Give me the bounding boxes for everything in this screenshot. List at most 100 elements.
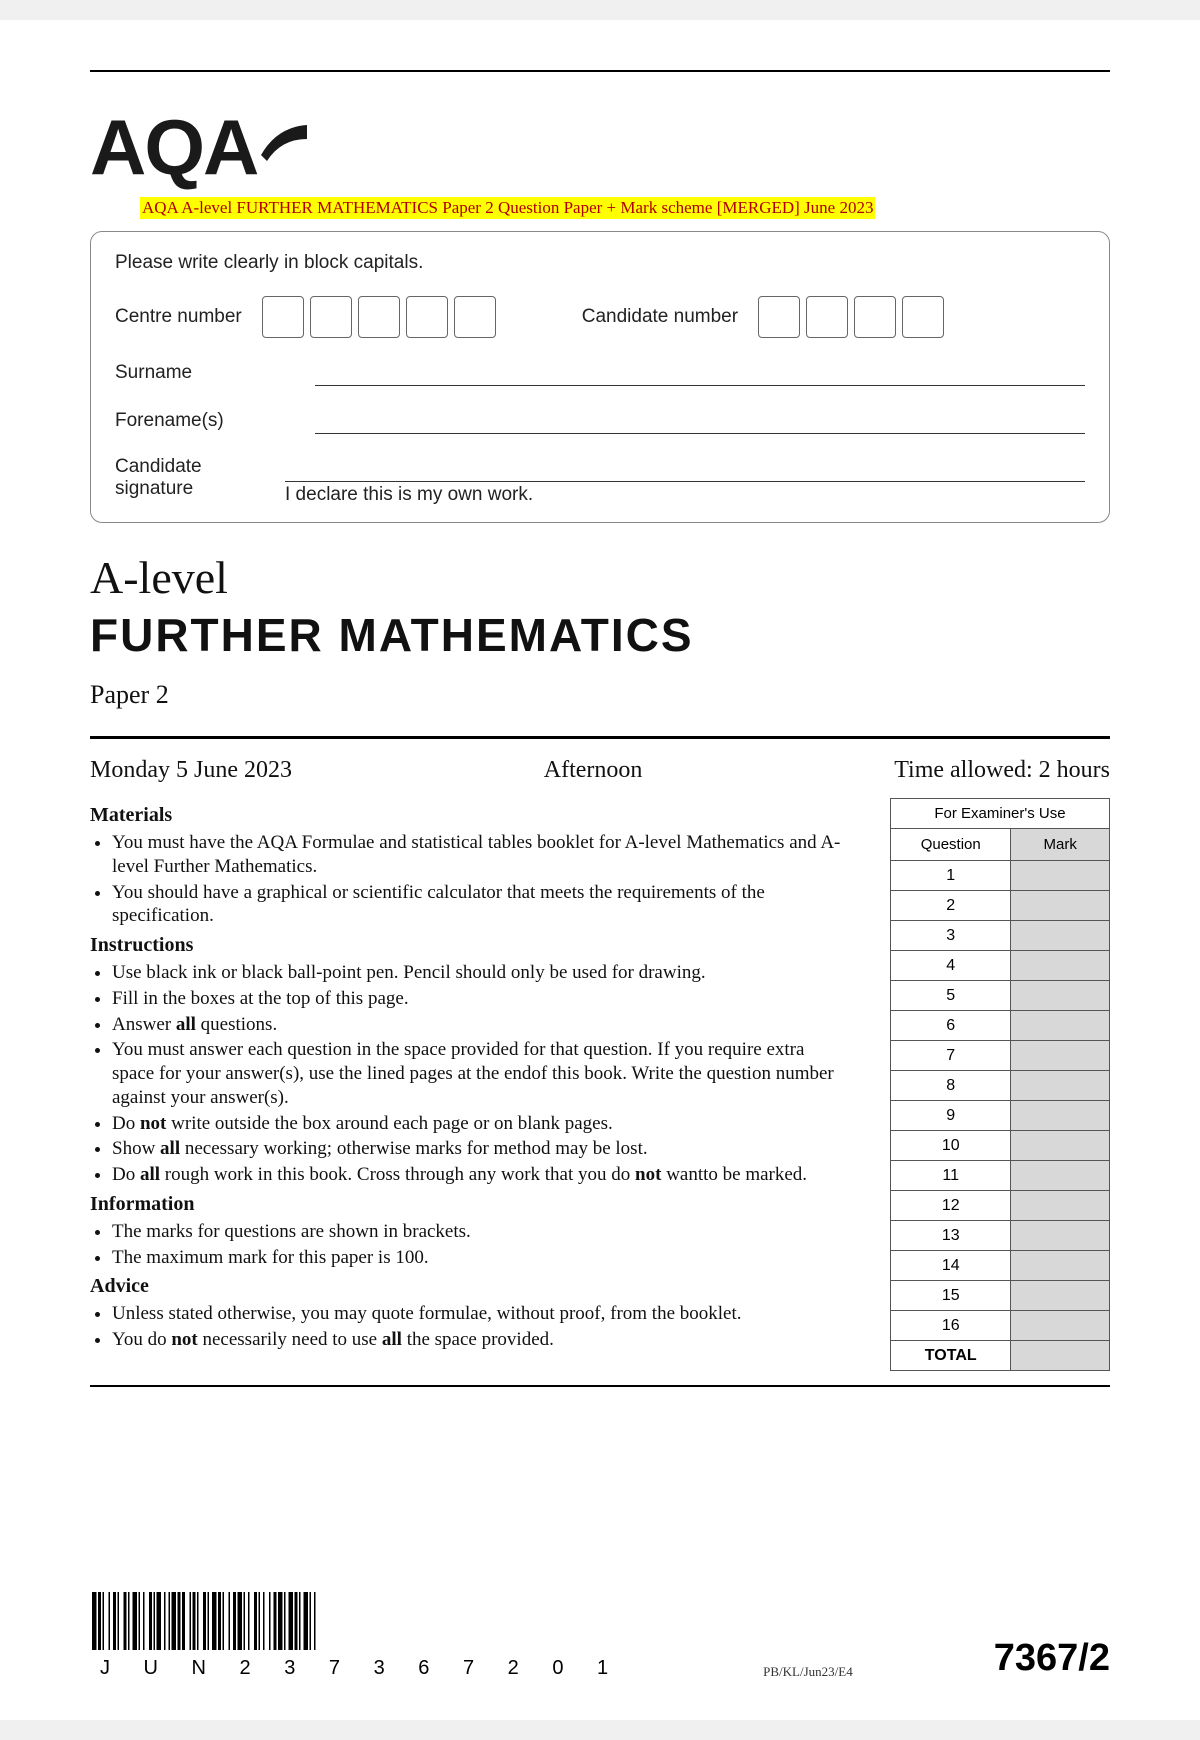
right-column: For Examiner's Use Question Mark 1234567…: [890, 798, 1110, 1371]
signature-row: Candidate signature I declare this is my…: [115, 456, 1085, 506]
signature-label: Candidate signature: [115, 456, 285, 500]
forenames-row: Forename(s): [115, 408, 1085, 434]
list-item: You must have the AQA Formulae and stati…: [112, 831, 850, 879]
col-question-header: Question: [891, 829, 1011, 861]
question-number-cell: 9: [891, 1101, 1011, 1131]
centre-candidate-row: Centre number Candidate number: [115, 296, 1085, 338]
total-label: TOTAL: [891, 1341, 1011, 1371]
mark-cell[interactable]: [1011, 921, 1110, 951]
block-capitals-instruction: Please write clearly in block capitals.: [115, 252, 1085, 274]
mark-cell[interactable]: [1011, 981, 1110, 1011]
mark-cell[interactable]: [1011, 1101, 1110, 1131]
advice-list: Unless stated otherwise, you may quote f…: [90, 1302, 850, 1352]
footer: J U N 2 3 7 3 6 7 2 0 1 PB/KL/Jun23/E4 7…: [90, 1592, 1110, 1680]
title-level: A-level: [90, 551, 1110, 604]
surname-label: Surname: [115, 362, 285, 384]
exam-session: Afternoon: [544, 757, 643, 784]
footer-small-code: PB/KL/Jun23/E4: [763, 1664, 853, 1680]
information-heading: Information: [90, 1193, 850, 1216]
instructions-list: Use black ink or black ball-point pen. P…: [90, 961, 850, 1187]
question-number-cell: 1: [891, 861, 1011, 891]
mark-cell[interactable]: [1011, 951, 1110, 981]
question-number-cell: 6: [891, 1011, 1011, 1041]
mark-cell[interactable]: [1011, 1041, 1110, 1071]
exam-page: AQA AQA A-level FURTHER MATHEMATICS Pape…: [0, 20, 1200, 1720]
question-number-cell: 8: [891, 1071, 1011, 1101]
centre-digit-box[interactable]: [310, 296, 352, 338]
bottom-rule: [90, 1385, 1110, 1387]
centre-number-boxes: [262, 296, 502, 338]
question-number-cell: 15: [891, 1281, 1011, 1311]
surname-field[interactable]: [315, 360, 1085, 386]
list-item: Do all rough work in this book. Cross th…: [112, 1163, 850, 1187]
centre-digit-box[interactable]: [262, 296, 304, 338]
question-number-cell: 13: [891, 1221, 1011, 1251]
advice-heading: Advice: [90, 1275, 850, 1298]
col-mark-header: Mark: [1011, 829, 1110, 861]
list-item: The marks for questions are shown in bra…: [112, 1220, 850, 1244]
mark-cell[interactable]: [1011, 891, 1110, 921]
centre-digit-box[interactable]: [358, 296, 400, 338]
mark-cell[interactable]: [1011, 1191, 1110, 1221]
highlight-banner: AQA A-level FURTHER MATHEMATICS Paper 2 …: [90, 197, 1110, 231]
list-item: The maximum mark for this paper is 100.: [112, 1246, 850, 1270]
declaration-text: I declare this is my own work.: [285, 484, 1085, 506]
candidate-digit-box[interactable]: [902, 296, 944, 338]
materials-heading: Materials: [90, 804, 850, 827]
question-number-cell: 12: [891, 1191, 1011, 1221]
paper-code: 7367/2: [994, 1637, 1110, 1680]
question-number-cell: 10: [891, 1131, 1011, 1161]
barcode-icon: [90, 1592, 410, 1650]
centre-digit-box[interactable]: [406, 296, 448, 338]
centre-number-label: Centre number: [115, 306, 242, 328]
barcode-text: J U N 2 3 7 3 6 7 2 0 1: [90, 1657, 622, 1680]
mark-cell[interactable]: [1011, 1161, 1110, 1191]
total-mark-cell[interactable]: [1011, 1341, 1110, 1371]
candidate-digit-box[interactable]: [854, 296, 896, 338]
signature-field[interactable]: [285, 456, 1085, 482]
list-item: Answer all questions.: [112, 1013, 850, 1037]
question-number-cell: 11: [891, 1161, 1011, 1191]
thick-rule: [90, 736, 1110, 739]
list-item: Fill in the boxes at the top of this pag…: [112, 987, 850, 1011]
candidate-digit-box[interactable]: [758, 296, 800, 338]
centre-digit-box[interactable]: [454, 296, 496, 338]
question-number-cell: 4: [891, 951, 1011, 981]
mark-cell[interactable]: [1011, 1311, 1110, 1341]
forenames-field[interactable]: [315, 408, 1085, 434]
forenames-label: Forename(s): [115, 410, 285, 432]
question-number-cell: 16: [891, 1311, 1011, 1341]
title-paper: Paper 2: [90, 680, 1110, 710]
mark-cell[interactable]: [1011, 1281, 1110, 1311]
logo-row: AQA: [90, 102, 1110, 193]
list-item: You do not necessarily need to use all t…: [112, 1328, 850, 1352]
date-row: Monday 5 June 2023 Afternoon Time allowe…: [90, 757, 1110, 784]
highlight-text: AQA A-level FURTHER MATHEMATICS Paper 2 …: [140, 197, 875, 219]
information-list: The marks for questions are shown in bra…: [90, 1220, 850, 1270]
surname-row: Surname: [115, 360, 1085, 386]
mark-cell[interactable]: [1011, 1251, 1110, 1281]
mark-cell[interactable]: [1011, 861, 1110, 891]
instructions-heading: Instructions: [90, 934, 850, 957]
list-item: Use black ink or black ball-point pen. P…: [112, 961, 850, 985]
question-number-cell: 5: [891, 981, 1011, 1011]
candidate-details-box: Please write clearly in block capitals. …: [90, 231, 1110, 523]
candidate-digit-box[interactable]: [806, 296, 848, 338]
top-rule: [90, 70, 1110, 72]
list-item: Do not write outside the box around each…: [112, 1112, 850, 1136]
barcode-block: J U N 2 3 7 3 6 7 2 0 1: [90, 1592, 622, 1680]
examiner-use-table: For Examiner's Use Question Mark 1234567…: [890, 798, 1110, 1371]
list-item: You must answer each question in the spa…: [112, 1038, 850, 1109]
mark-cell[interactable]: [1011, 1131, 1110, 1161]
materials-list: You must have the AQA Formulae and stati…: [90, 831, 850, 928]
question-number-cell: 3: [891, 921, 1011, 951]
logo-text: AQA: [90, 102, 257, 193]
left-column: Materials You must have the AQA Formulae…: [90, 798, 850, 1371]
mark-cell[interactable]: [1011, 1011, 1110, 1041]
exam-time: Time allowed: 2 hours: [894, 757, 1110, 784]
examiner-caption: For Examiner's Use: [891, 799, 1110, 829]
mark-cell[interactable]: [1011, 1221, 1110, 1251]
exam-date: Monday 5 June 2023: [90, 757, 292, 784]
mark-cell[interactable]: [1011, 1071, 1110, 1101]
list-item: Unless stated otherwise, you may quote f…: [112, 1302, 850, 1326]
